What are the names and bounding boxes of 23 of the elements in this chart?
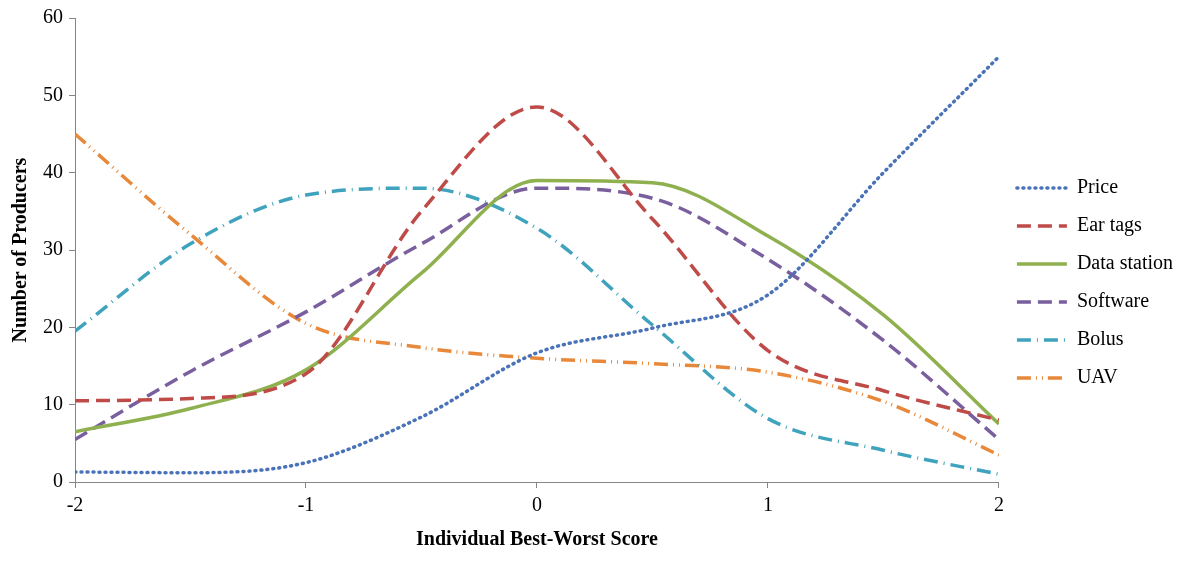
line-series	[75, 132, 999, 457]
legend-label: UAV	[1076, 365, 1119, 388]
x-tick-label: -2	[66, 493, 84, 516]
legend-label: Data station	[1076, 251, 1174, 274]
legend-label: Ear tags	[1076, 213, 1143, 237]
y-tick-label: 20	[43, 314, 63, 337]
legend-label: Software	[1076, 289, 1150, 312]
legend-label: Price	[1076, 175, 1119, 198]
y-tick-label: 30	[43, 237, 63, 260]
y-tick-label: 60	[43, 5, 63, 28]
x-tick-label: 2	[993, 493, 1004, 516]
y-tick-label: 0	[53, 469, 63, 492]
x-axis-title: Individual Best-Worst Score	[416, 527, 659, 550]
x-tick-label: 0	[531, 493, 542, 516]
y-tick-label: 10	[43, 391, 63, 414]
y-tick-label: 50	[43, 82, 63, 105]
x-tick-label: 1	[762, 493, 773, 516]
y-axis-title: Number of Producers	[8, 157, 31, 343]
y-tick-label: 40	[43, 159, 63, 182]
line-series	[75, 54, 999, 475]
legend-label: Bolus	[1076, 327, 1124, 350]
x-tick-label: -1	[297, 493, 315, 516]
line-series	[75, 105, 999, 422]
